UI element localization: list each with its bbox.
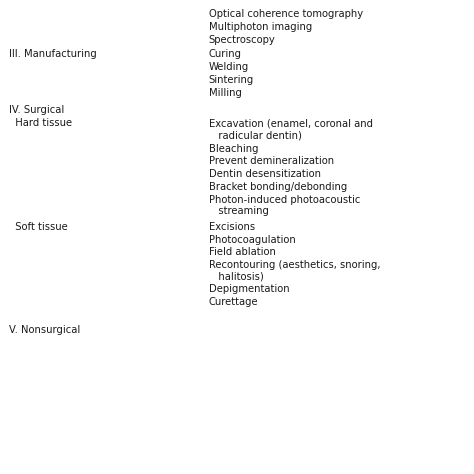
Text: Sintering: Sintering — [209, 75, 254, 85]
Text: halitosis): halitosis) — [209, 272, 264, 282]
Text: Photocoagulation: Photocoagulation — [209, 235, 295, 245]
Text: Recontouring (aesthetics, snoring,: Recontouring (aesthetics, snoring, — [209, 260, 380, 270]
Text: Excisions: Excisions — [209, 222, 255, 232]
Text: Field ablation: Field ablation — [209, 247, 275, 257]
Text: Prevent demineralization: Prevent demineralization — [209, 156, 334, 166]
Text: Bracket bonding/debonding: Bracket bonding/debonding — [209, 182, 347, 192]
Text: Soft tissue: Soft tissue — [9, 222, 68, 232]
Text: Photon-induced photoacoustic: Photon-induced photoacoustic — [209, 195, 360, 205]
Text: Spectroscopy: Spectroscopy — [209, 35, 275, 45]
Text: III. Manufacturing: III. Manufacturing — [9, 49, 97, 59]
Text: V. Nonsurgical: V. Nonsurgical — [9, 325, 81, 335]
Text: Bleaching: Bleaching — [209, 144, 258, 154]
Text: radicular dentin): radicular dentin) — [209, 131, 301, 141]
Text: Curing: Curing — [209, 49, 242, 59]
Text: streaming: streaming — [209, 206, 268, 216]
Text: Curettage: Curettage — [209, 297, 258, 307]
Text: Welding: Welding — [209, 62, 249, 72]
Text: IV. Surgical: IV. Surgical — [9, 105, 65, 115]
Text: Optical coherence tomography: Optical coherence tomography — [209, 9, 363, 19]
Text: Excavation (enamel, coronal and: Excavation (enamel, coronal and — [209, 118, 373, 128]
Text: Milling: Milling — [209, 88, 241, 98]
Text: Dentin desensitization: Dentin desensitization — [209, 169, 320, 179]
Text: Depigmentation: Depigmentation — [209, 284, 289, 294]
Text: Hard tissue: Hard tissue — [9, 118, 73, 128]
Text: Multiphoton imaging: Multiphoton imaging — [209, 22, 312, 32]
